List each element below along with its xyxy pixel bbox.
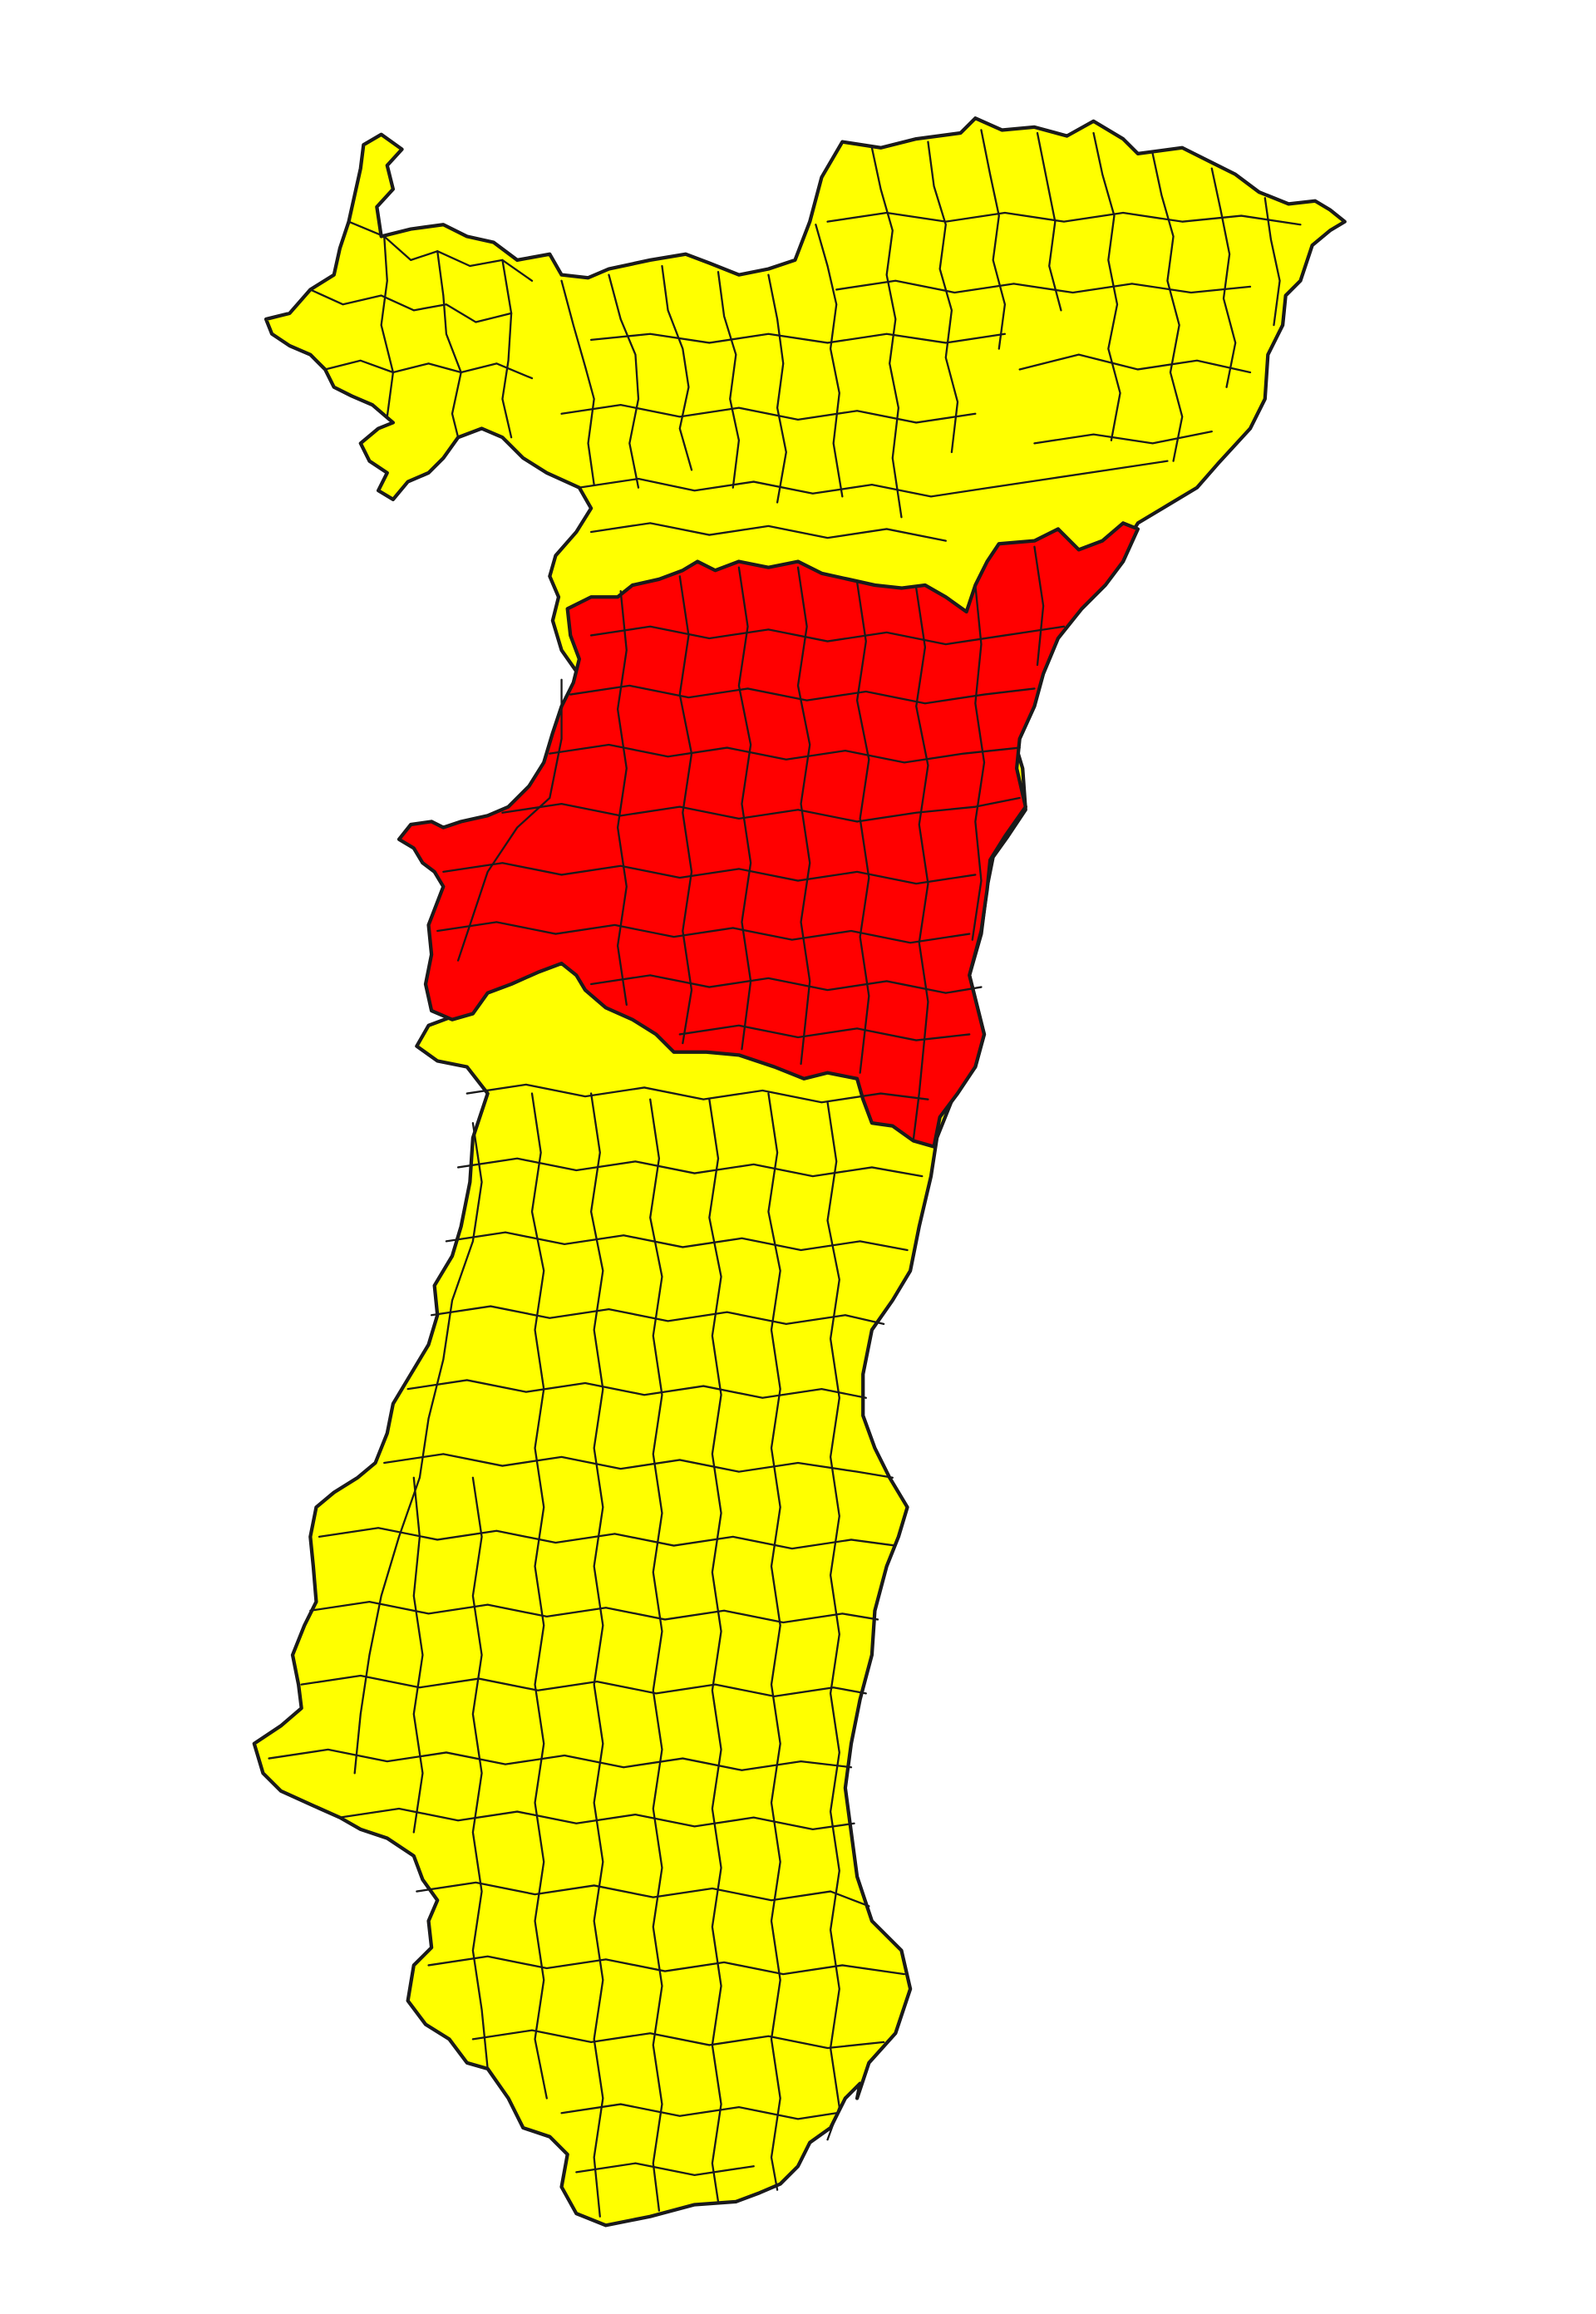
commune-borders-central [436, 545, 1066, 1142]
highlighted-region [397, 521, 1140, 1149]
commune-borders-south [268, 1083, 929, 2218]
commune-borders-north [309, 129, 1302, 542]
base-region [252, 116, 1347, 2228]
